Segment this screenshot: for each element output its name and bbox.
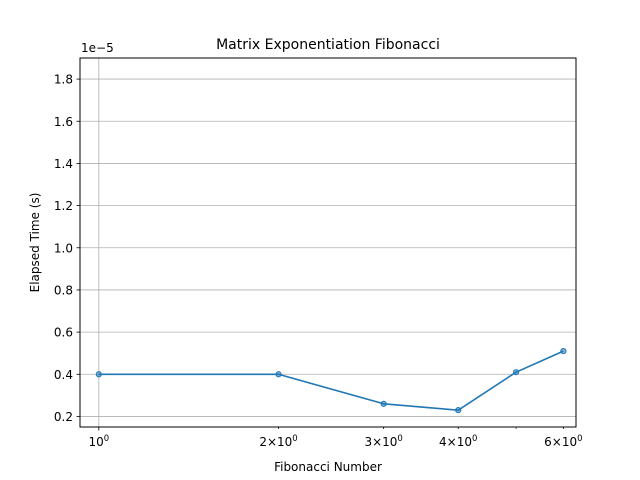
data-point <box>455 407 462 414</box>
y-tick-label: 1.8 <box>54 73 73 87</box>
grid <box>80 58 576 427</box>
x-axis-label: Fibonacci Number <box>274 460 382 474</box>
y-axis: 0.2 0.4 0.6 0.8 1.0 1.2 1.4 1.6 1.8 <box>54 73 80 424</box>
y-tick-label: 1.0 <box>54 241 73 255</box>
data-point <box>512 369 520 376</box>
y-offset-label: 1e−5 <box>81 41 114 55</box>
y-tick-label: 0.4 <box>54 368 73 382</box>
plot-frame <box>79 57 577 428</box>
series-line-group <box>95 347 567 414</box>
x-tick-label: 4×100 <box>439 434 477 449</box>
y-axis-label: Elapsed Time (s) <box>28 193 42 293</box>
data-point <box>560 347 567 355</box>
data-point <box>380 400 387 407</box>
x-axis: 100 2×100 3×100 4×100 6×100 <box>88 427 583 449</box>
y-tick-label: 0.6 <box>54 326 73 340</box>
x-tick-label: 100 <box>88 434 109 449</box>
x-tick-label: 3×100 <box>364 434 402 449</box>
y-tick-label: 0.2 <box>54 410 73 424</box>
series-line <box>98 350 564 411</box>
data-point <box>95 371 102 378</box>
x-tick-label: 2×100 <box>259 434 297 449</box>
y-tick-label: 1.4 <box>54 157 73 171</box>
data-point <box>275 371 282 378</box>
chart-title: Matrix Exponentiation Fibonacci <box>216 37 440 53</box>
x-tick-label: 6×100 <box>544 434 582 449</box>
y-tick-label: 1.2 <box>54 199 73 213</box>
y-tick-label: 1.6 <box>54 115 73 129</box>
y-tick-label: 0.8 <box>54 283 73 297</box>
